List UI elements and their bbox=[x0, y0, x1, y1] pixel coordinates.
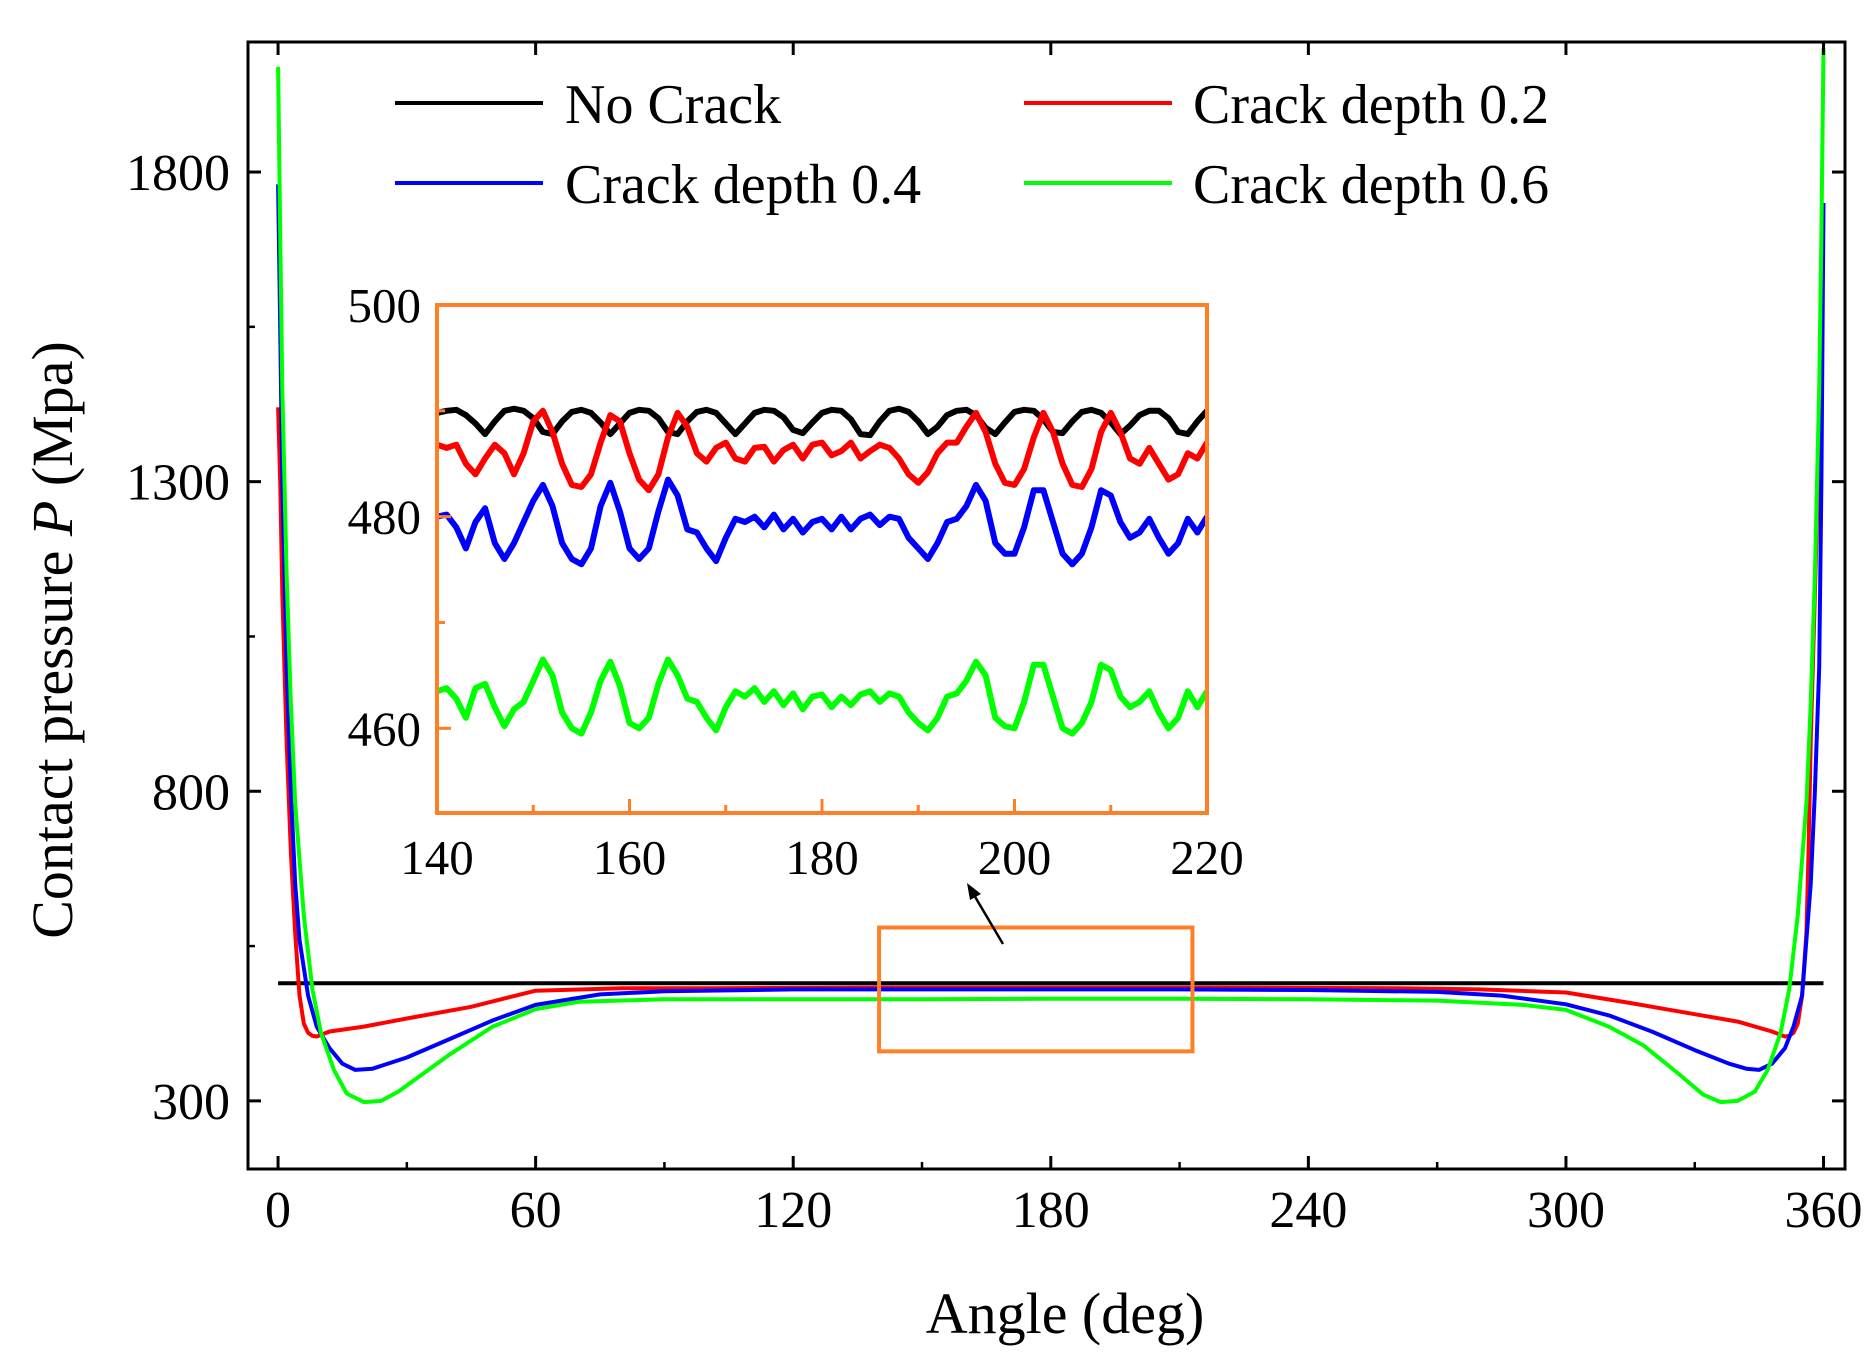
x-tick-label-300: 300 bbox=[1527, 1182, 1605, 1239]
inset-series-line-crack-depth-0-6 bbox=[436, 656, 1210, 737]
x-tick-label-360: 360 bbox=[1785, 1182, 1863, 1239]
y-axis-title-suffix: (Mpa) bbox=[20, 341, 85, 500]
inset-series-group bbox=[436, 405, 1210, 737]
inset-y-tick-label-500: 500 bbox=[348, 278, 422, 333]
y-axis-title-variable: P bbox=[20, 501, 85, 537]
x-tick-label-120: 120 bbox=[754, 1182, 832, 1239]
legend-label-no-crack: No Crack bbox=[565, 74, 781, 136]
legend: No Crack Crack depth 0.2 Crack depth 0.4… bbox=[395, 74, 1549, 216]
inset-series-line-crack-depth-0-4 bbox=[436, 476, 1210, 568]
y-axis-title-prefix: Contact pressure bbox=[20, 536, 85, 939]
series-line-crack-depth-0-4 bbox=[276, 184, 1826, 1072]
highlight-group bbox=[877, 925, 1195, 1054]
y-axis-title: Contact pressure P (Mpa) bbox=[20, 341, 85, 939]
main-axis-ticks: 0 60 120 180 240 300 360 300 800 1300 1800 bbox=[126, 42, 1863, 1239]
plot-frame bbox=[246, 40, 1847, 1171]
inset-x-tick-label-160: 160 bbox=[593, 830, 667, 885]
y-tick-label-800: 800 bbox=[152, 764, 230, 821]
inset-background bbox=[437, 305, 1207, 813]
x-tick-label-0: 0 bbox=[265, 1182, 291, 1239]
legend-label-crack-0-2: Crack depth 0.2 bbox=[1193, 74, 1549, 136]
inset-y-tick-label-460: 460 bbox=[348, 701, 422, 756]
inset-x-tick-label-200: 200 bbox=[978, 830, 1052, 885]
zoom-highlight-box bbox=[877, 925, 1195, 1054]
inset-series-line-no-crack bbox=[436, 405, 1210, 439]
inset-x-tick-label-140: 140 bbox=[400, 830, 474, 885]
zoom-arrow-line bbox=[972, 894, 1005, 945]
inset-series-line-crack-depth-0-2 bbox=[436, 407, 1210, 494]
y-tick-label-300: 300 bbox=[152, 1074, 230, 1131]
series-line-crack-depth-0-6 bbox=[276, 48, 1826, 1105]
inset-x-tick-label-220: 220 bbox=[1170, 830, 1244, 885]
inset-axis-ticks: 140 160 180 200 220 460 480 500 bbox=[348, 278, 1244, 885]
x-axis-title: Angle (deg) bbox=[926, 1281, 1205, 1346]
legend-label-crack-0-4: Crack depth 0.4 bbox=[565, 154, 921, 216]
y-tick-label-1300: 1300 bbox=[126, 455, 230, 512]
inset-y-tick-label-480: 480 bbox=[348, 490, 422, 545]
zoom-arrow bbox=[967, 883, 1005, 945]
zoom-arrow-head bbox=[967, 883, 981, 900]
main-series-group bbox=[276, 48, 1826, 1105]
x-tick-label-180: 180 bbox=[1012, 1182, 1090, 1239]
inset-x-tick-label-180: 180 bbox=[785, 830, 859, 885]
x-tick-label-240: 240 bbox=[1269, 1182, 1347, 1239]
inset-chart: 140 160 180 200 220 460 480 500 bbox=[348, 278, 1244, 885]
legend-label-crack-0-6: Crack depth 0.6 bbox=[1193, 154, 1549, 216]
x-tick-label-60: 60 bbox=[510, 1182, 562, 1239]
y-tick-label-1800: 1800 bbox=[126, 145, 230, 202]
